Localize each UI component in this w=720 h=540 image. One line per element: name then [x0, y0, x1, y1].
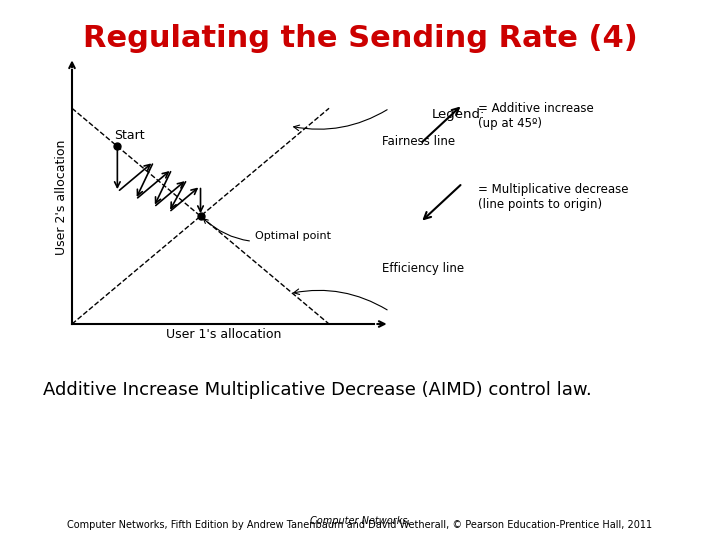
Text: Computer Networks, Fifth Edition by Andrew Tanenbaum and David Wetherall, © Pear: Computer Networks, Fifth Edition by Andr… [68, 520, 652, 530]
Text: = Additive increase
(up at 45º): = Additive increase (up at 45º) [477, 102, 593, 130]
Text: = Multiplicative decrease
(line points to origin): = Multiplicative decrease (line points t… [477, 183, 628, 211]
X-axis label: User 1's allocation: User 1's allocation [166, 328, 281, 341]
Text: Legend:: Legend: [432, 108, 485, 121]
Text: Fairness line: Fairness line [382, 135, 455, 148]
Text: Optimal point: Optimal point [204, 219, 331, 241]
Text: Computer Networks,: Computer Networks, [310, 516, 410, 526]
Y-axis label: User 2's allocation: User 2's allocation [55, 139, 68, 255]
Text: Efficiency line: Efficiency line [382, 262, 464, 275]
Text: Start: Start [114, 129, 145, 141]
Text: Additive Increase Multiplicative Decrease (AIMD) control law.: Additive Increase Multiplicative Decreas… [43, 381, 592, 399]
Text: Regulating the Sending Rate (4): Regulating the Sending Rate (4) [83, 24, 637, 53]
